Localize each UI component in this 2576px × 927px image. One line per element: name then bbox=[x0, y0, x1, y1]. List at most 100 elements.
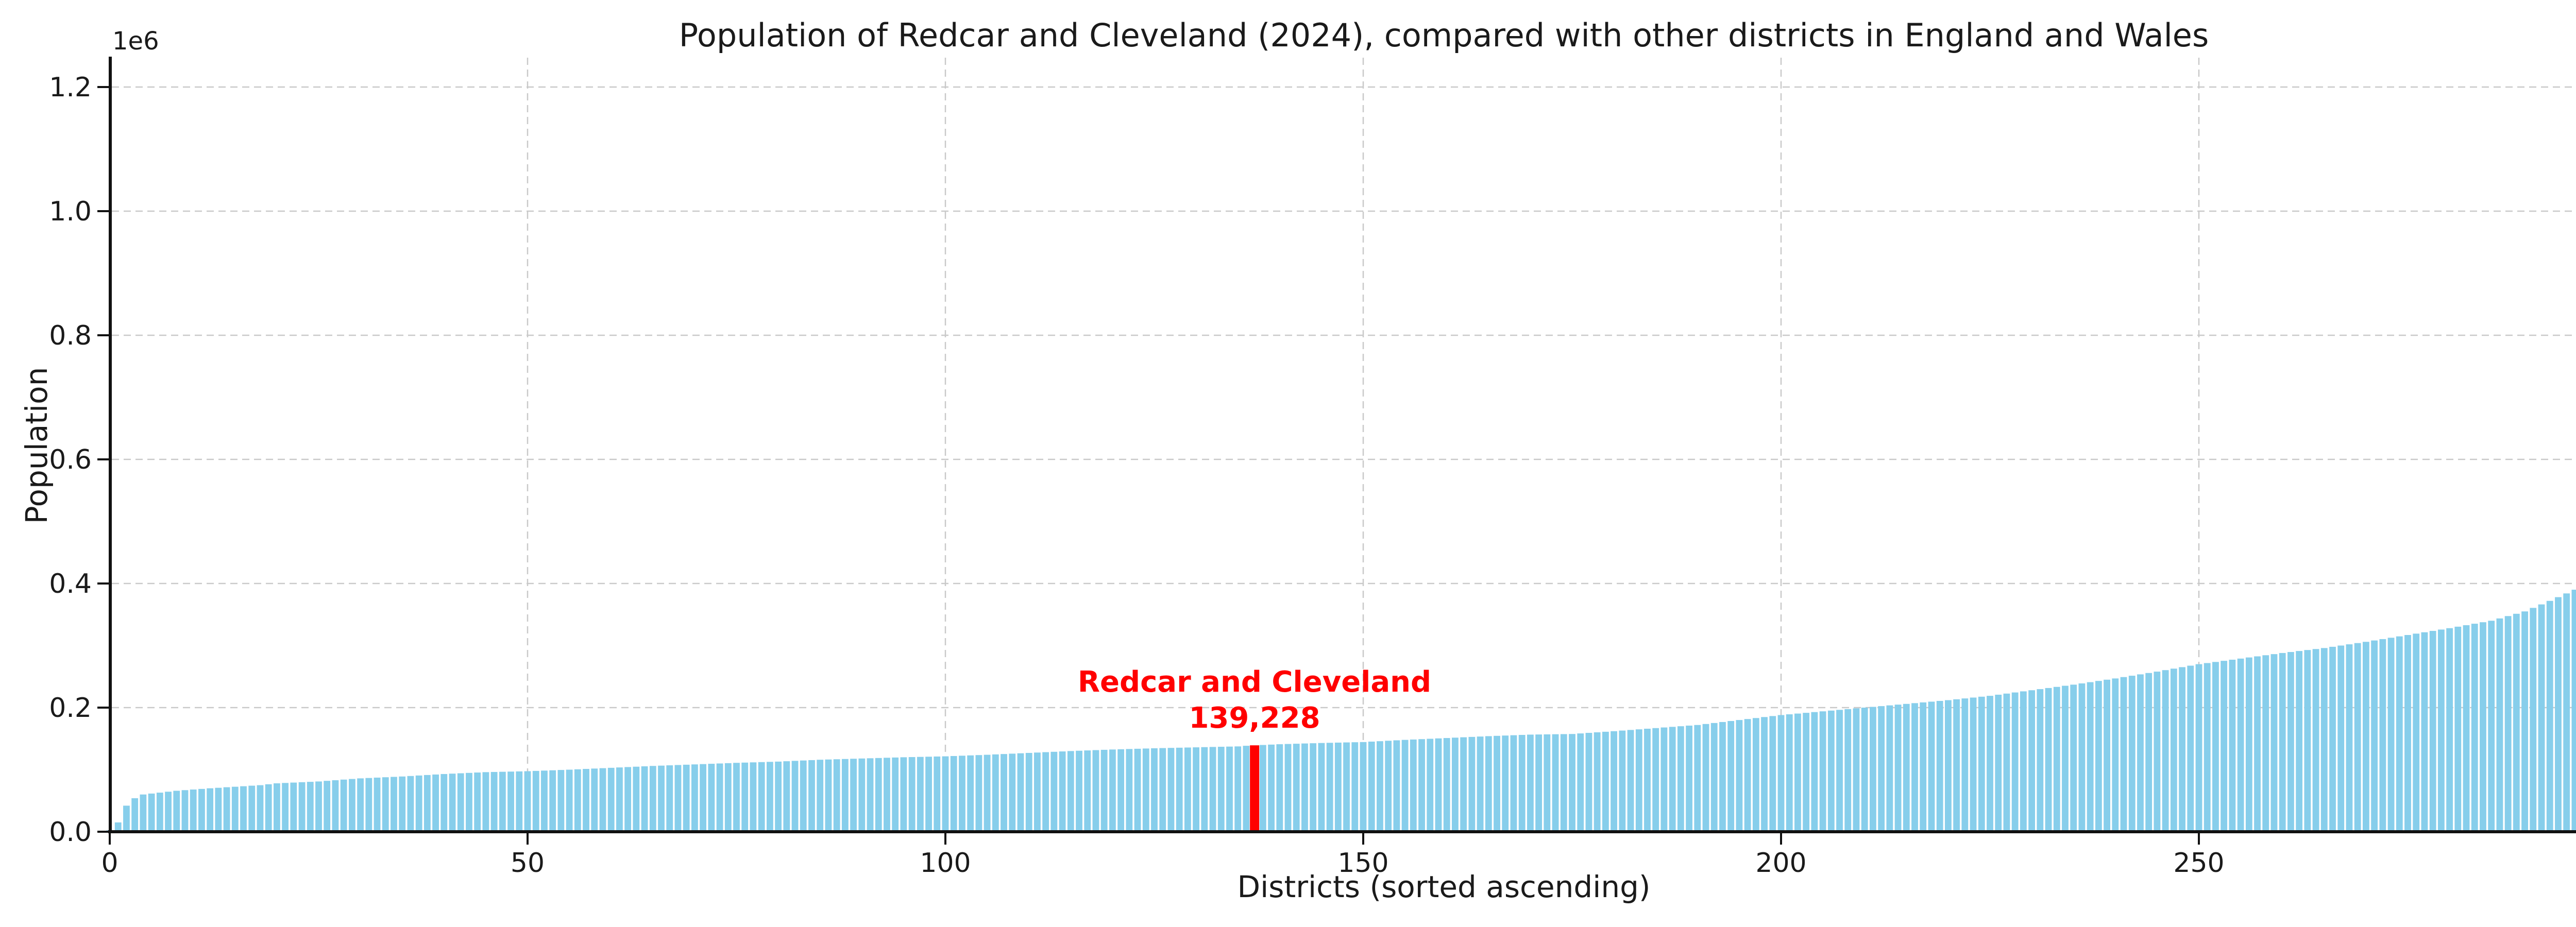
y-tick-label: 0.0 bbox=[49, 817, 92, 848]
bar bbox=[1276, 744, 1283, 832]
bar bbox=[1167, 748, 1175, 832]
bar bbox=[1435, 738, 1442, 832]
bar bbox=[407, 776, 414, 832]
bar bbox=[1427, 739, 1434, 832]
bar bbox=[766, 762, 773, 832]
bar bbox=[2555, 597, 2562, 832]
bar bbox=[2254, 656, 2261, 832]
bar bbox=[541, 770, 548, 832]
bar bbox=[2387, 638, 2395, 832]
bar bbox=[708, 764, 715, 832]
bar bbox=[1836, 710, 1843, 832]
bar bbox=[1109, 749, 1116, 832]
bar bbox=[557, 770, 565, 832]
bar bbox=[1544, 734, 1551, 832]
bar bbox=[2237, 658, 2244, 832]
bar bbox=[2045, 688, 2052, 832]
bar bbox=[800, 760, 807, 832]
bar bbox=[1844, 709, 1852, 832]
bar bbox=[892, 757, 899, 832]
bar bbox=[2070, 684, 2077, 832]
bar bbox=[566, 769, 573, 832]
bar bbox=[959, 756, 965, 832]
bar bbox=[516, 771, 523, 832]
bar bbox=[1652, 728, 1659, 832]
bar bbox=[641, 766, 648, 832]
bar bbox=[1284, 744, 1292, 832]
bar bbox=[1510, 735, 1517, 832]
bar bbox=[1619, 730, 1626, 832]
bar bbox=[140, 794, 147, 832]
bar bbox=[2187, 665, 2194, 832]
bar bbox=[2379, 639, 2386, 832]
bar bbox=[1694, 725, 1701, 832]
bar bbox=[131, 798, 139, 832]
bar bbox=[2170, 668, 2177, 832]
bar bbox=[1385, 741, 1392, 832]
bar bbox=[307, 782, 314, 832]
bar bbox=[1084, 750, 1091, 832]
bar bbox=[198, 788, 205, 832]
bar bbox=[457, 773, 464, 832]
bar bbox=[1351, 742, 1359, 832]
bar bbox=[1042, 752, 1049, 832]
bar bbox=[2546, 600, 2553, 832]
bar bbox=[2078, 683, 2086, 832]
bar bbox=[750, 762, 757, 832]
bar bbox=[1894, 705, 1902, 832]
bar bbox=[2521, 611, 2528, 832]
bar bbox=[1326, 743, 1333, 832]
bar bbox=[2296, 651, 2303, 832]
bar bbox=[1343, 742, 1350, 832]
bar bbox=[1460, 737, 1467, 832]
bar bbox=[1360, 742, 1367, 832]
bar bbox=[2480, 622, 2486, 832]
bar bbox=[490, 771, 498, 832]
bar bbox=[123, 805, 130, 832]
x-tick-label: 250 bbox=[2173, 848, 2224, 879]
bar bbox=[850, 759, 857, 832]
bar bbox=[1502, 735, 1509, 832]
bar bbox=[2530, 608, 2537, 832]
bar bbox=[298, 782, 306, 832]
bar bbox=[2329, 646, 2336, 832]
bar bbox=[1585, 733, 1592, 832]
bar bbox=[1920, 702, 1927, 832]
bar bbox=[1560, 734, 1567, 832]
bar bbox=[2354, 643, 2361, 832]
y-tick-label: 1.2 bbox=[49, 72, 92, 103]
bar bbox=[2413, 633, 2420, 832]
bar bbox=[2245, 657, 2252, 832]
bar bbox=[758, 762, 765, 832]
bar bbox=[1468, 736, 1476, 832]
bar bbox=[1092, 750, 1099, 832]
bar bbox=[399, 776, 406, 832]
bar bbox=[817, 760, 824, 832]
bar bbox=[925, 757, 932, 832]
bar bbox=[374, 777, 381, 832]
bar bbox=[1485, 736, 1492, 832]
bar bbox=[1151, 748, 1158, 832]
bar bbox=[1761, 717, 1768, 832]
bar bbox=[1393, 740, 1400, 832]
bar bbox=[591, 768, 598, 832]
bar bbox=[1368, 742, 1375, 832]
bar bbox=[1819, 711, 1826, 832]
bar bbox=[549, 770, 556, 832]
bar bbox=[2346, 644, 2353, 832]
bar bbox=[524, 771, 531, 832]
bar bbox=[599, 768, 606, 832]
bar bbox=[231, 786, 239, 832]
bar bbox=[2371, 640, 2378, 832]
bar bbox=[1334, 742, 1342, 832]
bar bbox=[440, 774, 448, 832]
bar bbox=[1710, 723, 1718, 832]
bar bbox=[1076, 750, 1082, 832]
bar bbox=[1970, 697, 1977, 832]
bar bbox=[658, 765, 665, 832]
bar bbox=[507, 771, 514, 832]
bar bbox=[1059, 751, 1066, 832]
bar bbox=[2120, 677, 2127, 832]
bar bbox=[1635, 729, 1642, 832]
bar bbox=[348, 779, 355, 832]
